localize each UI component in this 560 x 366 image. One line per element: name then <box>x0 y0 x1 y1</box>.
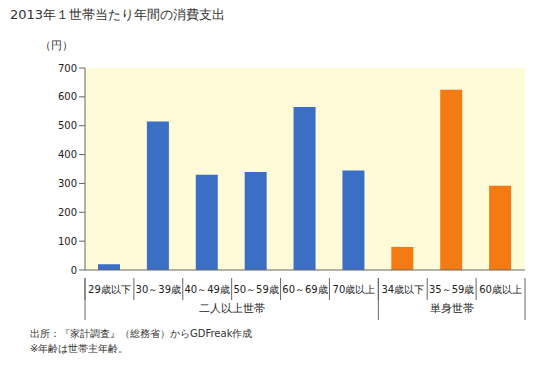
svg-text:60～69歳: 60～69歳 <box>282 284 327 295</box>
svg-text:0: 0 <box>71 265 77 276</box>
html-text:※年齢は世帯主年齢。: ※年齢は世帯主年齢。 <box>30 343 129 354</box>
svg-text:40～49歳: 40～49歳 <box>184 284 229 295</box>
svg-text:34歳以下: 34歳以下 <box>381 284 424 295</box>
html-text:（円）: （円） <box>40 39 73 52</box>
svg-text:35～59歳: 35～59歳 <box>429 284 474 295</box>
svg-text:60歳以上: 60歳以上 <box>479 284 522 295</box>
svg-text:100: 100 <box>58 236 77 247</box>
svg-text:29歳以下: 29歳以下 <box>88 284 131 295</box>
svg-text:二人以上世帯: 二人以上世帯 <box>199 302 265 315</box>
svg-text:300: 300 <box>58 178 77 189</box>
svg-text:単身世帯: 単身世帯 <box>430 302 474 315</box>
svg-text:50～59歳: 50～59歳 <box>233 284 278 295</box>
svg-text:700: 700 <box>58 63 77 74</box>
svg-text:70歳以上: 70歳以上 <box>333 284 376 295</box>
svg-text:30～39歳: 30～39歳 <box>136 284 181 295</box>
html-text:出所：『家計調査』（総務省）からGDFreak作成: 出所：『家計調査』（総務省）からGDFreak作成 <box>30 328 253 339</box>
svg-text:500: 500 <box>58 120 77 131</box>
svg-text:400: 400 <box>58 149 77 160</box>
svg-text:600: 600 <box>58 91 77 102</box>
svg-text:200: 200 <box>58 207 77 218</box>
html-text:2013年１世帯当たり年間の消費支出: 2013年１世帯当たり年間の消費支出 <box>10 7 226 22</box>
